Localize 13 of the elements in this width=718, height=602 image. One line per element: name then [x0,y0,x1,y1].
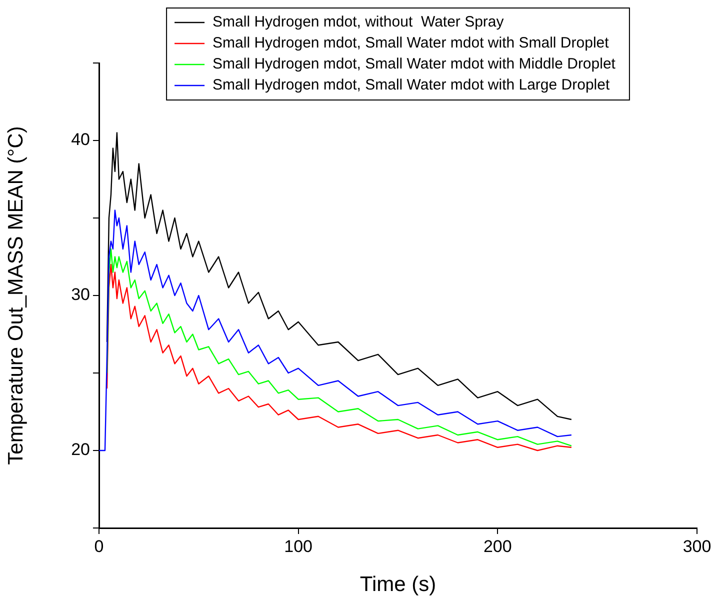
legend-label: Small Hydrogen mdot, Small Water mdot with Large Droplet [212,76,610,94]
x-tick-label: 100 [284,536,313,556]
legend-label: Small Hydrogen mdot, Small Water mdot with Middle Droplet [212,56,616,73]
legend-label: Small Hydrogen mdot, Small Water mdot with Small Droplet [212,34,610,52]
y-tick-label: 30 [71,285,90,304]
x-tick-label: 0 [94,536,104,556]
x-axis-title: Time (s) [360,573,436,596]
x-tick-label: 300 [682,536,712,556]
y-tick-label: 40 [71,130,90,150]
y-axis-title: Temperature Out_MASS MEAN (°C) [4,126,28,465]
y-tick-label: 20 [71,440,90,460]
x-tick-label: 200 [483,536,512,556]
legend-label: Small Hydrogen mdot, without Water Spray [212,14,504,31]
